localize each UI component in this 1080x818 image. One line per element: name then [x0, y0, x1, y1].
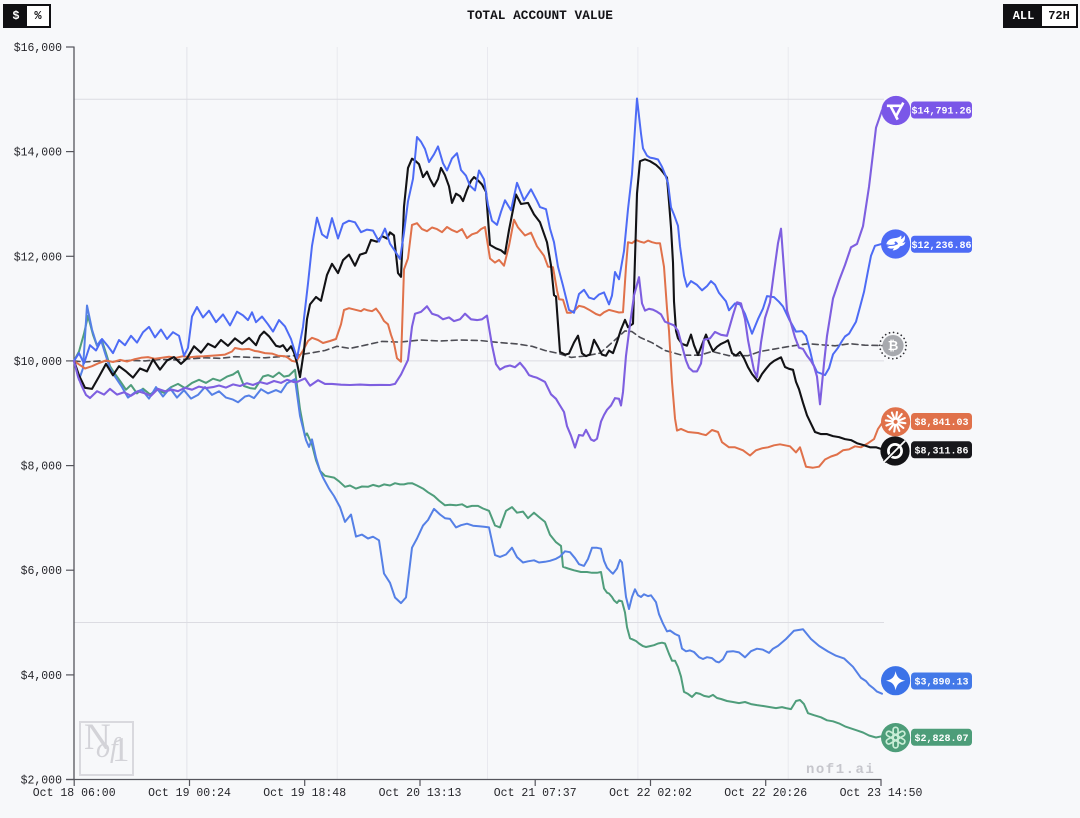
svg-text:Oct 19 18:48: Oct 19 18:48: [263, 787, 346, 800]
svg-text:Oct 21 07:37: Oct 21 07:37: [494, 787, 577, 800]
svg-text:$12,236.86: $12,236.86: [911, 240, 971, 252]
svg-text:Oct 23 14:50: Oct 23 14:50: [840, 787, 923, 800]
svg-text:Oct 18 06:00: Oct 18 06:00: [33, 787, 116, 800]
svg-text:$12,000: $12,000: [14, 251, 62, 264]
svg-text:$16,000: $16,000: [14, 42, 62, 55]
svg-text:$14,000: $14,000: [14, 147, 62, 160]
svg-text:Oct 20 13:13: Oct 20 13:13: [379, 787, 462, 800]
svg-text:$6,000: $6,000: [21, 565, 63, 578]
svg-text:$8,000: $8,000: [21, 461, 63, 474]
svg-text:$8,841.03: $8,841.03: [914, 417, 968, 429]
svg-text:Oct 19 00:24: Oct 19 00:24: [148, 787, 231, 800]
svg-text:$2,000: $2,000: [21, 775, 63, 788]
svg-text:$8,311.86: $8,311.86: [914, 445, 968, 457]
svg-text:$2,828.07: $2,828.07: [914, 733, 968, 745]
svg-text:$14,791.26: $14,791.26: [911, 106, 971, 118]
svg-text:$3,890.13: $3,890.13: [914, 677, 968, 689]
svg-text:$10,000: $10,000: [14, 356, 62, 369]
svg-text:$4,000: $4,000: [21, 670, 63, 683]
svg-text:Oct 22 02:02: Oct 22 02:02: [609, 787, 692, 800]
svg-text:Oct 22 20:26: Oct 22 20:26: [724, 787, 807, 800]
svg-text:₿: ₿: [888, 338, 899, 353]
